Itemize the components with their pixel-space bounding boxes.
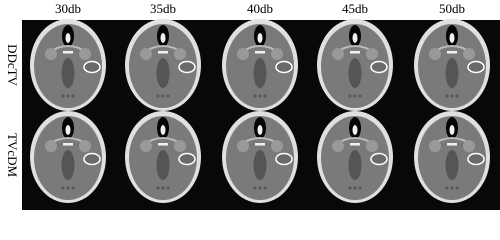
figure: 30db 35db 40db 45db 50db DDcTV TVcDM xyxy=(5,1,500,210)
phantom-image xyxy=(414,111,490,203)
column-label: 50db xyxy=(439,1,465,16)
phantom-image xyxy=(414,19,490,111)
phantom-image xyxy=(317,19,393,111)
phantom-image xyxy=(125,111,201,203)
column-label: 40db xyxy=(247,1,273,16)
page: 30db 35db 40db 45db 50db DDcTV TVcDM (()… xyxy=(5,0,500,210)
row-label: DDcTV xyxy=(5,44,20,86)
phantom-image xyxy=(222,19,298,111)
phantom-image xyxy=(125,19,201,111)
column-label: 45db xyxy=(342,1,368,16)
phantom-image xyxy=(30,19,106,111)
phantom-image xyxy=(317,111,393,203)
row-label: TVcDM xyxy=(5,133,20,177)
phantom-image xyxy=(30,111,106,203)
column-label: 35db xyxy=(150,1,176,16)
phantom-image xyxy=(222,111,298,203)
column-label: 30db xyxy=(55,1,81,16)
